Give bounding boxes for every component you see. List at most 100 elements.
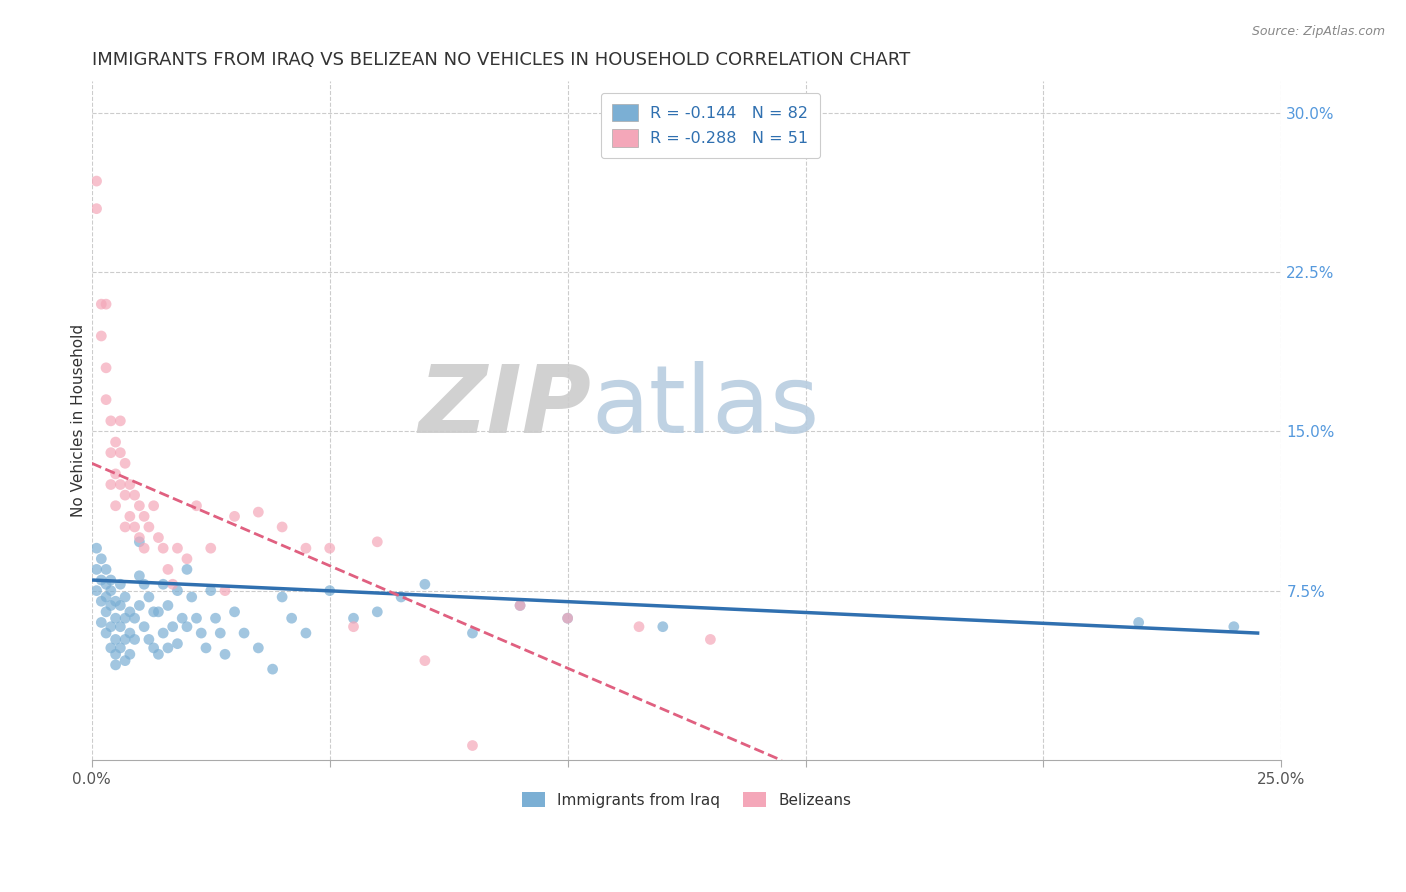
- Point: [162, 577, 184, 591]
- Point: [557, 611, 579, 625]
- Point: [295, 541, 318, 556]
- Point: [104, 648, 127, 662]
- Point: [142, 640, 165, 655]
- Point: [114, 488, 136, 502]
- Point: [699, 632, 721, 647]
- Point: [94, 577, 117, 591]
- Point: [104, 435, 127, 450]
- Point: [557, 611, 579, 625]
- Point: [186, 499, 208, 513]
- Point: [214, 648, 236, 662]
- Point: [166, 541, 188, 556]
- Point: [366, 534, 388, 549]
- Point: [166, 637, 188, 651]
- Point: [90, 297, 112, 311]
- Point: [134, 541, 156, 556]
- Point: [100, 477, 122, 491]
- Point: [172, 611, 194, 625]
- Text: ZIP: ZIP: [419, 361, 592, 453]
- Text: Source: ZipAtlas.com: Source: ZipAtlas.com: [1251, 25, 1385, 38]
- Point: [233, 626, 256, 640]
- Point: [104, 611, 127, 625]
- Point: [200, 583, 222, 598]
- Point: [651, 620, 673, 634]
- Point: [124, 488, 146, 502]
- Point: [134, 509, 156, 524]
- Legend: Immigrants from Iraq, Belizeans: Immigrants from Iraq, Belizeans: [516, 786, 858, 814]
- Point: [295, 626, 318, 640]
- Point: [118, 509, 141, 524]
- Point: [176, 551, 198, 566]
- Point: [138, 590, 160, 604]
- Text: IMMIGRANTS FROM IRAQ VS BELIZEAN NO VEHICLES IN HOUSEHOLD CORRELATION CHART: IMMIGRANTS FROM IRAQ VS BELIZEAN NO VEHI…: [91, 51, 910, 69]
- Point: [1223, 620, 1246, 634]
- Point: [271, 590, 294, 604]
- Point: [204, 611, 226, 625]
- Point: [148, 531, 170, 545]
- Point: [100, 640, 122, 655]
- Point: [209, 626, 232, 640]
- Point: [90, 594, 112, 608]
- Point: [271, 520, 294, 534]
- Point: [100, 620, 122, 634]
- Point: [156, 640, 179, 655]
- Point: [104, 594, 127, 608]
- Point: [100, 446, 122, 460]
- Point: [94, 590, 117, 604]
- Point: [176, 562, 198, 576]
- Point: [94, 297, 117, 311]
- Point: [461, 739, 484, 753]
- Point: [124, 611, 146, 625]
- Point: [86, 562, 108, 576]
- Point: [162, 620, 184, 634]
- Point: [224, 509, 246, 524]
- Point: [152, 577, 174, 591]
- Point: [104, 657, 127, 672]
- Point: [195, 640, 218, 655]
- Point: [94, 392, 117, 407]
- Point: [114, 654, 136, 668]
- Point: [128, 499, 150, 513]
- Point: [124, 520, 146, 534]
- Point: [138, 520, 160, 534]
- Point: [90, 551, 112, 566]
- Point: [104, 632, 127, 647]
- Point: [100, 583, 122, 598]
- Point: [224, 605, 246, 619]
- Point: [152, 626, 174, 640]
- Point: [128, 531, 150, 545]
- Point: [110, 477, 132, 491]
- Point: [110, 599, 132, 613]
- Point: [186, 611, 208, 625]
- Point: [124, 632, 146, 647]
- Point: [413, 654, 436, 668]
- Point: [190, 626, 212, 640]
- Point: [342, 611, 364, 625]
- Point: [114, 611, 136, 625]
- Point: [104, 467, 127, 481]
- Point: [94, 626, 117, 640]
- Point: [110, 414, 132, 428]
- Point: [86, 541, 108, 556]
- Point: [461, 626, 484, 640]
- Point: [90, 615, 112, 630]
- Point: [176, 620, 198, 634]
- Point: [413, 577, 436, 591]
- Point: [319, 541, 342, 556]
- Point: [138, 632, 160, 647]
- Point: [262, 662, 284, 676]
- Point: [180, 590, 202, 604]
- Point: [214, 583, 236, 598]
- Point: [142, 605, 165, 619]
- Point: [118, 648, 141, 662]
- Text: atlas: atlas: [592, 361, 820, 453]
- Point: [86, 202, 108, 216]
- Point: [114, 590, 136, 604]
- Point: [94, 360, 117, 375]
- Point: [156, 562, 179, 576]
- Point: [152, 541, 174, 556]
- Point: [86, 583, 108, 598]
- Point: [509, 599, 531, 613]
- Point: [114, 456, 136, 470]
- Point: [134, 577, 156, 591]
